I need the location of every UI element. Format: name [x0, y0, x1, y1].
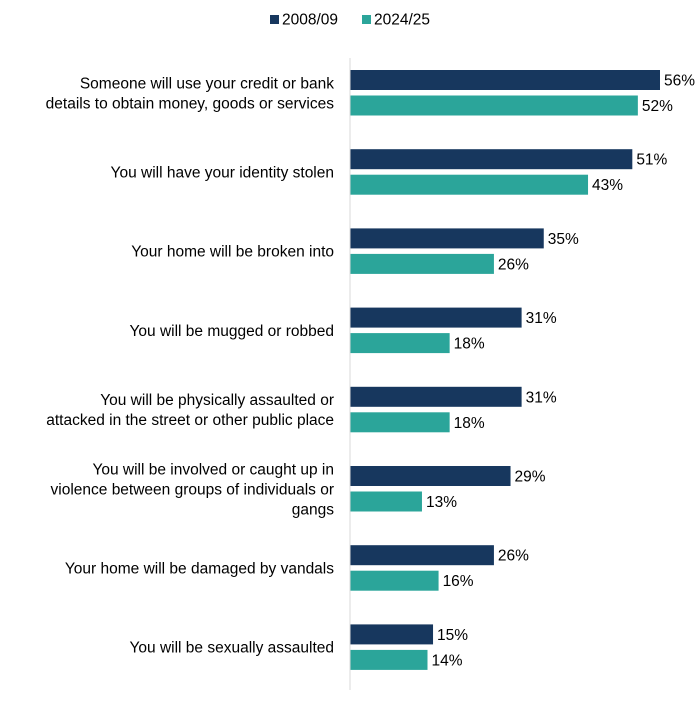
- data-label-7-1: 14%: [432, 652, 463, 669]
- bar-0-0: [350, 70, 660, 90]
- bar-6-0: [350, 545, 494, 566]
- data-label-1-0: 51%: [636, 152, 667, 169]
- category-label-4: You will be physically assaulted or attac…: [46, 392, 334, 429]
- data-label-2-0: 35%: [548, 231, 579, 248]
- data-label-6-1: 16%: [443, 573, 474, 590]
- data-label-4-1: 18%: [454, 415, 485, 432]
- data-label-3-1: 18%: [454, 336, 485, 353]
- category-label-line: attacked in the street or other public p…: [46, 412, 334, 429]
- category-label-5: You will be involved or caught up in viol…: [51, 461, 335, 518]
- bar-1-1: [350, 174, 589, 195]
- legend-swatch-1: [362, 15, 371, 24]
- category-label-line: You will be sexually assaulted: [130, 640, 335, 657]
- category-label-line: You will be mugged or robbed: [129, 323, 334, 340]
- data-label-6-0: 26%: [498, 548, 529, 565]
- legend: 2008/09 2024/25: [270, 12, 430, 29]
- bar-7-1: [350, 649, 428, 670]
- bar-5-0: [350, 466, 511, 486]
- data-label-4-0: 31%: [526, 389, 557, 406]
- data-label-3-0: 31%: [526, 310, 557, 327]
- legend-label-1: 2024/25: [374, 12, 430, 29]
- data-labels: 56% 52% 51% 43% 35% 26% 31% 18% 31% 18% 29% 13% 26% 1…: [426, 73, 695, 670]
- category-label-0: Someone will use your credit or bank deta…: [46, 75, 335, 112]
- category-label-line: Your home will be damaged by vandals: [65, 560, 334, 577]
- category-label-line: You will have your identity stolen: [111, 164, 334, 181]
- legend-label-0: 2008/09: [282, 12, 338, 29]
- bar-1-0: [350, 149, 633, 170]
- legend-swatch-0: [270, 15, 279, 24]
- category-label-line: You will be physically assaulted or: [100, 392, 334, 409]
- category-label-line: Your home will be broken into: [131, 244, 334, 261]
- category-label-line: details to obtain money, goods or servic…: [46, 95, 335, 112]
- bar-3-0: [350, 307, 522, 328]
- category-label-2: Your home will be broken into: [131, 244, 334, 261]
- data-label-0-0: 56%: [664, 73, 695, 90]
- category-label-line: You will be involved or caught up in: [92, 461, 334, 478]
- bar-7-0: [350, 624, 434, 645]
- bar-4-1: [350, 412, 450, 433]
- data-label-7-0: 15%: [437, 627, 468, 644]
- category-label-7: You will be sexually assaulted: [130, 640, 335, 657]
- bar-3-1: [350, 333, 450, 354]
- bar-2-1: [350, 253, 494, 274]
- data-label-5-1: 13%: [426, 494, 457, 511]
- bars: [350, 70, 660, 670]
- data-label-0-1: 52%: [642, 98, 673, 115]
- data-label-1-1: 43%: [592, 177, 623, 194]
- category-labels: Someone will use your credit or bank deta…: [46, 75, 335, 656]
- data-label-5-0: 29%: [515, 469, 546, 486]
- bar-0-1: [350, 95, 638, 116]
- bar-5-1: [350, 491, 422, 512]
- category-label-6: Your home will be damaged by vandals: [65, 560, 334, 577]
- category-label-line: violence between groups of individuals o…: [51, 481, 334, 498]
- category-label-1: You will have your identity stolen: [111, 164, 334, 181]
- bar-2-0: [350, 228, 544, 249]
- category-label-line: Someone will use your credit or bank: [80, 75, 334, 92]
- category-label-line: gangs: [292, 501, 334, 518]
- bar-6-1: [350, 570, 439, 591]
- data-label-2-1: 26%: [498, 256, 529, 273]
- bar-4-0: [350, 386, 522, 407]
- category-label-3: You will be mugged or robbed: [129, 323, 334, 340]
